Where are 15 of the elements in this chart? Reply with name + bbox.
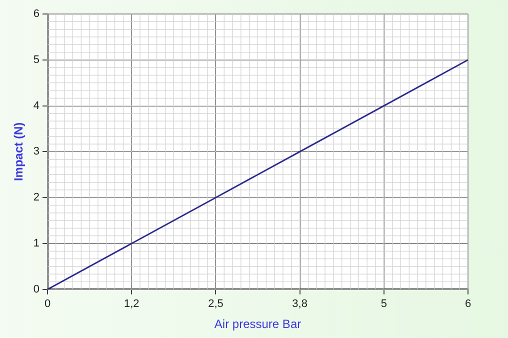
y-tick-label: 5 xyxy=(33,54,40,66)
y-tick-label: 0 xyxy=(33,283,40,296)
y-tick-label: 2 xyxy=(33,192,40,204)
x-axis-title: Air pressure Bar xyxy=(214,317,302,332)
y-axis-title: Impact (N) xyxy=(12,122,26,182)
y-tick-label: 4 xyxy=(33,100,40,112)
y-tick-label: 3 xyxy=(33,146,40,158)
x-tick-label: 5 xyxy=(380,298,387,310)
y-tick-label: 6 xyxy=(33,8,40,20)
x-tick-label: 1,2 xyxy=(124,298,140,310)
x-tick-label: 2,5 xyxy=(208,298,224,310)
x-tick-label: 6 xyxy=(464,298,472,310)
x-tick-label: 3,8 xyxy=(292,298,308,310)
y-tick-label: 1 xyxy=(33,238,40,250)
x-tick-label: 0 xyxy=(44,298,51,310)
